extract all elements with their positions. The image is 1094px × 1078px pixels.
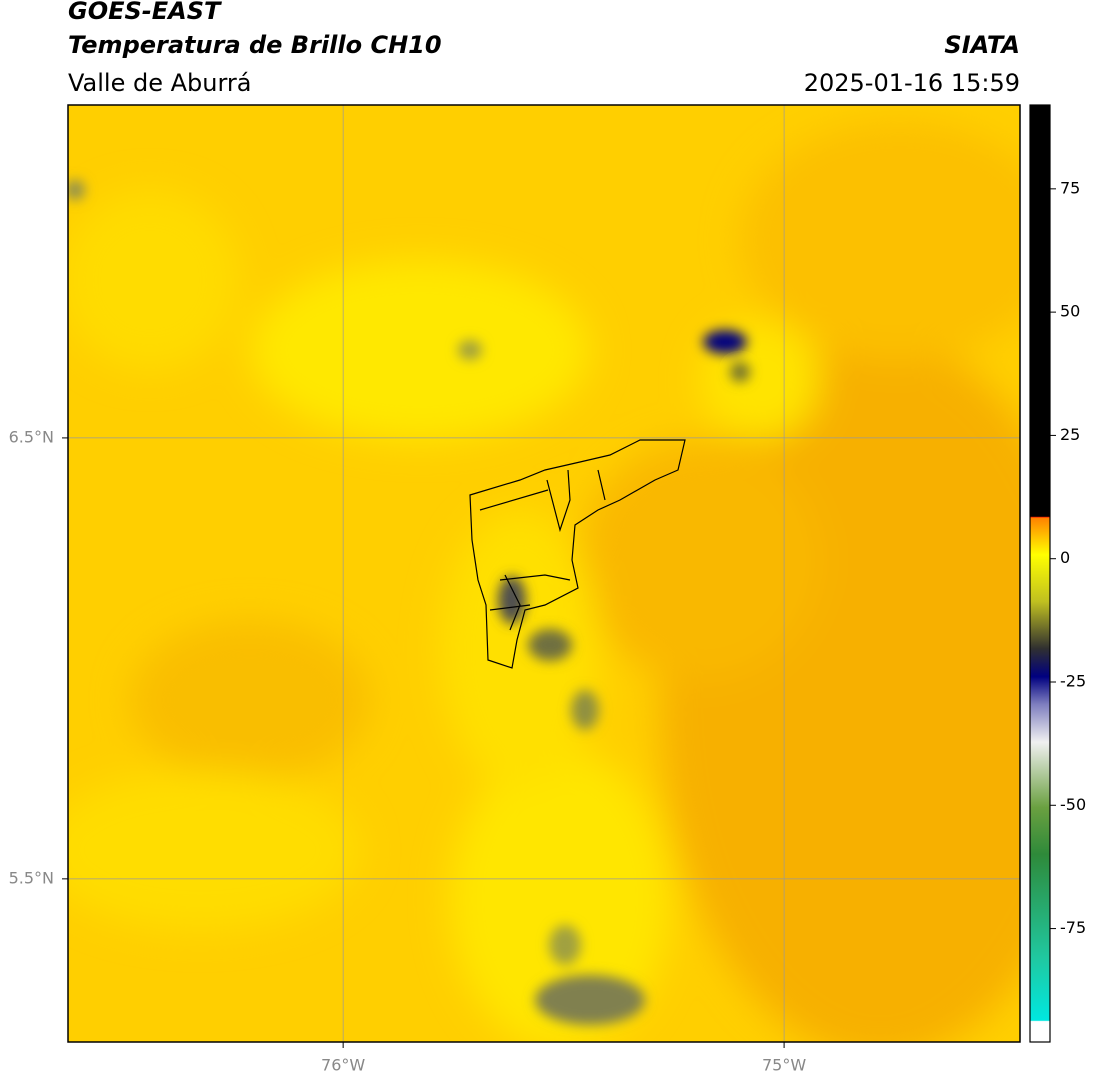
timestamp: 2025-01-16 15:59 [804, 69, 1020, 97]
title: GOES-EAST [68, 0, 222, 25]
colorbar [1029, 104, 1051, 1043]
colorbar-label: 0 [1060, 548, 1070, 567]
colorbar-label: 75 [1060, 178, 1080, 197]
colorbar-label: -25 [1060, 671, 1086, 690]
region: Valle de Aburrá [68, 69, 252, 97]
source: SIATA [944, 31, 1020, 59]
colorbar-label: -75 [1060, 918, 1086, 937]
map-frame [67, 104, 1021, 1043]
satellite-image [68, 105, 1020, 1042]
y-tick-label: 5.5°N [9, 868, 54, 887]
colorbar-label: -50 [1060, 795, 1086, 814]
y-tick-label: 6.5°N [9, 427, 54, 446]
colorbar-label: 25 [1060, 425, 1080, 444]
x-tick-label: 76°W [321, 1056, 365, 1075]
subtitle: Temperatura de Brillo CH10 [68, 31, 442, 59]
x-tick-label: 75°W [762, 1056, 806, 1075]
colorbar-label: 50 [1060, 302, 1080, 321]
